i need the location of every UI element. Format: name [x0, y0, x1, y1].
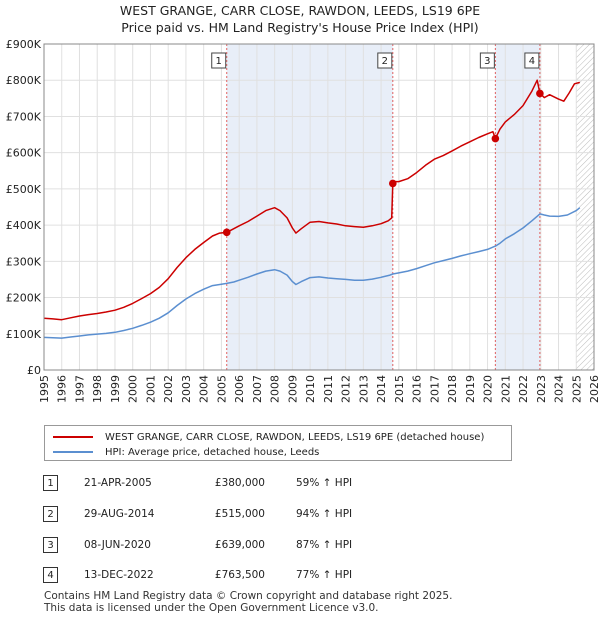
x-tick-label: 2007: [251, 375, 264, 403]
transaction-hpi: 87% ↑ HPI: [296, 539, 353, 551]
x-tick-label: 2000: [127, 375, 140, 403]
property-price-line: [43, 79, 580, 321]
x-tick-label: 2014: [375, 375, 388, 403]
transaction-date: 08-JUN-2020: [84, 539, 151, 551]
x-tick-label: 1996: [56, 375, 69, 403]
price-chart: 1 2 3 4 £0 £100K £200K £300K £400K £500K £600K £70…: [6, 38, 600, 403]
x-tick-label: 2017: [428, 375, 441, 403]
x-tick-label: 1999: [109, 375, 122, 403]
transaction-price: £639,000: [214, 539, 265, 551]
y-tick-label: £800K: [6, 74, 42, 87]
sale-point: [389, 179, 397, 188]
x-tick-label: 2020: [482, 375, 495, 403]
sale-marker-label: 2: [382, 56, 388, 67]
x-tick-label: 2021: [499, 375, 512, 403]
x-tick-label: 2001: [145, 375, 158, 403]
legend-item-hpi: HPI: Average price, detached house, Leed…: [53, 445, 319, 459]
transaction-date: 13-DEC-2022: [84, 569, 154, 581]
y-tick-label: £900K: [6, 38, 42, 51]
x-tick-label: 2011: [322, 375, 335, 403]
x-tick-label: 2026: [588, 375, 600, 403]
transaction-row: 2 29-AUG-2014 £515,000 94% ↑ HPI: [0, 506, 600, 524]
x-tick-label: 2023: [535, 375, 548, 403]
sale-point: [222, 228, 231, 237]
x-tick-label: 2006: [233, 375, 246, 403]
x-tick-label: 2018: [446, 375, 459, 403]
shaded-band: [495, 44, 540, 370]
transaction-date: 21-APR-2005: [84, 477, 152, 489]
transaction-row: 1 21-APR-2005 £380,000 59% ↑ HPI: [0, 475, 600, 493]
x-tick-label: 2004: [198, 375, 211, 403]
y-tick-label: £600K: [6, 147, 42, 160]
sale-marker-label: 3: [484, 56, 490, 67]
x-tick-label: 1997: [74, 375, 87, 403]
transaction-number: 2: [43, 506, 58, 522]
sale-point: [491, 134, 500, 143]
y-tick-label: £300K: [6, 255, 42, 268]
y-tick-label: £200K: [6, 292, 42, 305]
x-tick-label: 2024: [553, 375, 566, 403]
y-tick-label: £0: [27, 364, 41, 377]
legend-swatch-hpi: [53, 451, 93, 453]
y-tick-label: £400K: [6, 219, 42, 232]
transaction-date: 29-AUG-2014: [84, 508, 155, 520]
transaction-number: 3: [43, 537, 58, 553]
legend-swatch-property: [53, 436, 93, 438]
x-tick-label: 2010: [304, 375, 317, 403]
plot-frame: [43, 43, 595, 371]
footer: Contains HM Land Registry data © Crown c…: [44, 590, 452, 614]
footer-copyright: Contains HM Land Registry data © Crown c…: [44, 590, 453, 602]
forecast-hatch: [576, 44, 594, 370]
x-tick-label: 2013: [357, 375, 370, 403]
legend: WEST GRANGE, CARR CLOSE, RAWDON, LEEDS, …: [44, 425, 512, 461]
legend-item-property: WEST GRANGE, CARR CLOSE, RAWDON, LEEDS, …: [53, 430, 484, 444]
sale-marker-box: [211, 52, 227, 69]
x-tick-label: 1995: [38, 375, 51, 403]
transaction-price: £763,500: [214, 569, 265, 581]
legend-label-hpi: HPI: Average price, detached house, Leed…: [105, 446, 320, 458]
x-tick-label: 2009: [286, 375, 299, 403]
sale-marker-label: 1: [216, 56, 222, 67]
x-tick-label: 2016: [411, 375, 424, 403]
y-tick-label: £700K: [6, 110, 42, 123]
transaction-price: £380,000: [214, 477, 265, 489]
chart-subtitle: Price paid vs. HM Land Registry's House …: [121, 20, 479, 35]
x-tick-label: 2012: [340, 375, 353, 403]
x-tick-label: 2025: [570, 375, 583, 403]
hpi-line: [43, 207, 581, 339]
x-tick-label: 2003: [180, 375, 193, 403]
transaction-row: 4 13-DEC-2022 £763,500 77% ↑ HPI: [0, 567, 600, 585]
x-tick-label: 1998: [91, 375, 104, 403]
transaction-row: 3 08-JUN-2020 £639,000 87% ↑ HPI: [0, 537, 600, 555]
sale-marker-box: [524, 52, 540, 69]
y-tick-label: £500K: [6, 183, 42, 196]
x-tick-label: 2002: [162, 375, 175, 403]
sale-marker-box: [479, 52, 495, 69]
sale-marker-box: [377, 52, 393, 69]
x-tick-label: 2005: [215, 375, 228, 403]
x-tick-label: 2022: [517, 375, 530, 403]
transaction-hpi: 94% ↑ HPI: [296, 508, 353, 520]
x-tick-label: 2008: [269, 375, 282, 403]
x-tick-label: 2015: [393, 375, 406, 403]
legend-label-property: WEST GRANGE, CARR CLOSE, RAWDON, LEEDS, …: [105, 431, 485, 443]
sale-marker-label: 4: [529, 56, 535, 67]
y-tick-label: £100K: [6, 328, 42, 341]
transaction-number: 4: [43, 567, 58, 583]
transaction-hpi: 59% ↑ HPI: [296, 477, 353, 489]
transaction-price: £515,000: [214, 508, 265, 520]
x-tick-label: 2019: [464, 375, 477, 403]
chart-title: WEST GRANGE, CARR CLOSE, RAWDON, LEEDS, …: [119, 3, 481, 18]
footer-licence: This data is licensed under the Open Gov…: [44, 602, 379, 614]
transaction-number: 1: [43, 475, 58, 491]
transaction-hpi: 77% ↑ HPI: [296, 569, 353, 581]
sale-point: [536, 89, 544, 98]
